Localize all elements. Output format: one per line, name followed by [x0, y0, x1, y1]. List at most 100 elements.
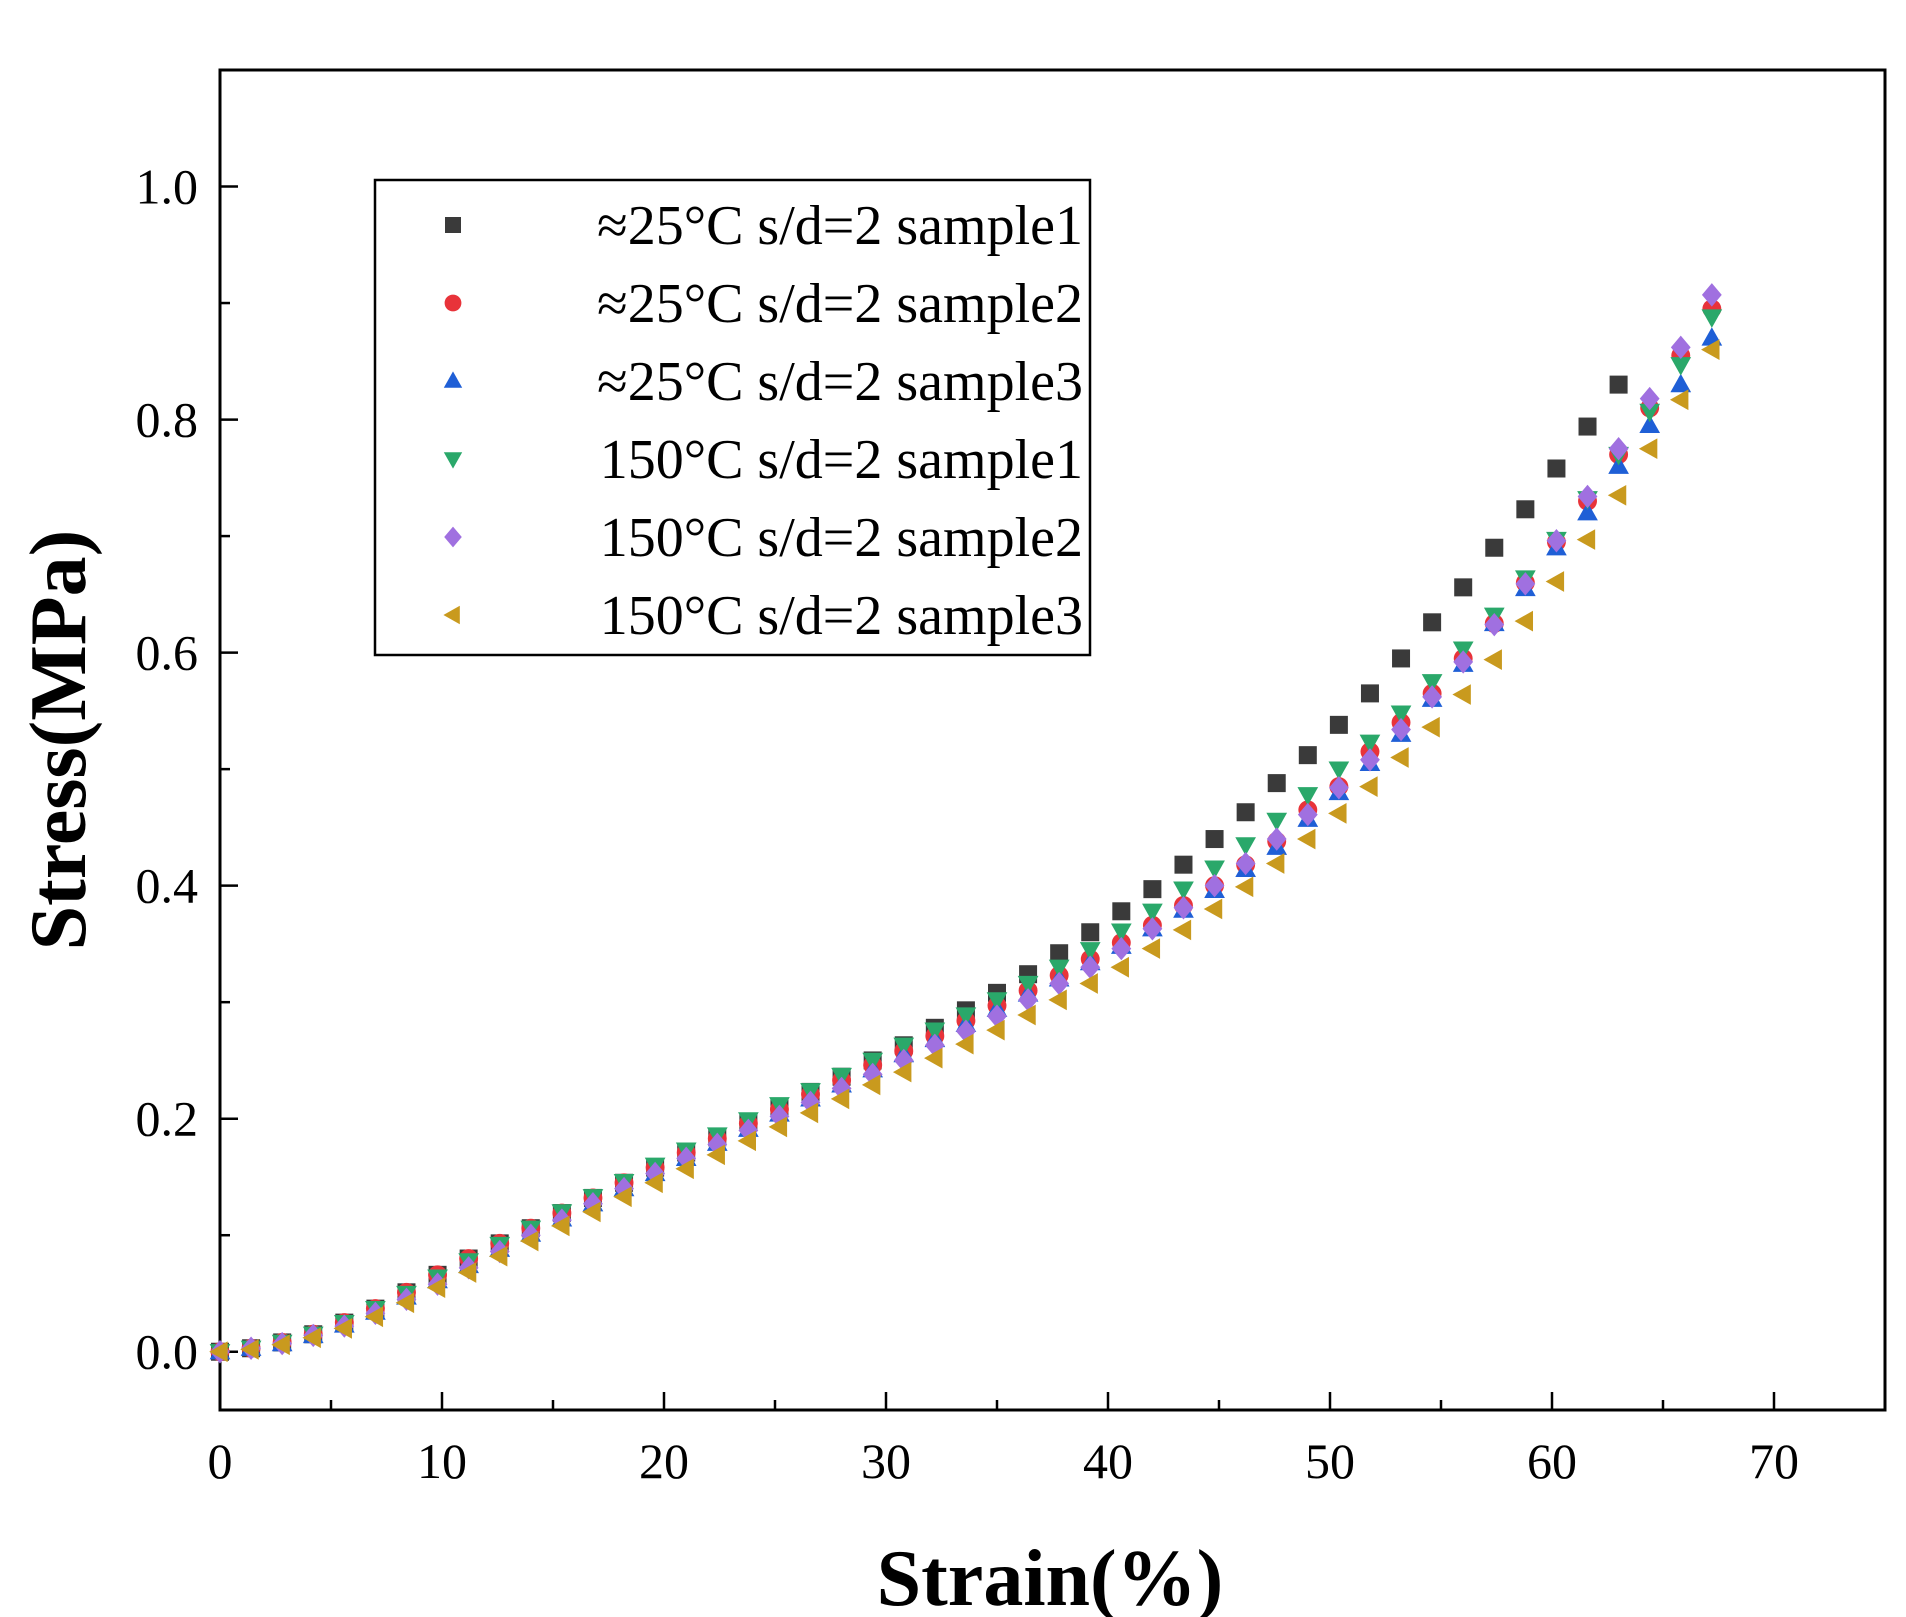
- data-point: [1172, 919, 1192, 941]
- data-point: [1235, 851, 1256, 876]
- data-point: [1141, 938, 1161, 959]
- data-point: [1143, 880, 1162, 899]
- data-point: [644, 1172, 663, 1194]
- data-point: [1204, 860, 1225, 879]
- data-point: [924, 1022, 946, 1041]
- y-tick-label: 0.0: [136, 1324, 199, 1380]
- data-point: [799, 1102, 819, 1124]
- data-point: [1670, 357, 1692, 376]
- data-point: [1111, 936, 1132, 961]
- legend-label: 150°C s/d=2 sample1: [600, 429, 1083, 491]
- data-point: [1173, 881, 1194, 900]
- y-tick-label: 0.2: [136, 1091, 199, 1147]
- data-point: [1392, 649, 1411, 668]
- data-point: [1112, 902, 1131, 921]
- y-tick-label: 0.8: [136, 392, 199, 448]
- data-point: [1390, 705, 1412, 724]
- data-point: [457, 1262, 477, 1283]
- data-point: [1454, 578, 1473, 597]
- data-point: [1670, 335, 1691, 360]
- data-point: [520, 1230, 539, 1252]
- x-axis-title: Strain(%): [877, 1535, 1224, 1617]
- axis-ticks: 0 10 20 30 40 50 60 70 0.0 0.2 0.4 0.6 0.8 1.0: [136, 159, 1800, 1489]
- data-point: [986, 992, 1008, 1011]
- data-point: [1328, 776, 1349, 800]
- data-point: [1297, 787, 1319, 806]
- data-point: [1547, 459, 1566, 478]
- data-point: [675, 1158, 694, 1180]
- data-point: [1577, 484, 1598, 509]
- legend-marker: [444, 526, 462, 548]
- data-point: [1173, 896, 1194, 920]
- data-point: [861, 1074, 881, 1096]
- data-point: [302, 1327, 321, 1349]
- data-point: [1049, 971, 1070, 996]
- data-series: [209, 283, 1723, 1364]
- data-point: [614, 1176, 634, 1201]
- data-point: [1204, 873, 1225, 898]
- data-point: [1328, 803, 1347, 824]
- data-point: [924, 1047, 943, 1069]
- data-point: [1485, 538, 1504, 557]
- data-point: [1484, 612, 1505, 637]
- data-point: [862, 1062, 883, 1087]
- x-tick-label: 10: [417, 1433, 467, 1489]
- data-point: [1423, 613, 1442, 632]
- data-point: [1297, 802, 1318, 827]
- series-6: [209, 339, 1720, 1363]
- data-point: [582, 1201, 601, 1223]
- data-point: [800, 1090, 821, 1115]
- data-point: [1328, 761, 1350, 780]
- data-point: [488, 1245, 508, 1267]
- data-point: [1359, 734, 1381, 754]
- data-point: [955, 1007, 977, 1026]
- data-point: [1234, 876, 1254, 898]
- data-point: [1701, 339, 1720, 361]
- data-point: [1421, 716, 1440, 738]
- data-point: [1670, 373, 1692, 393]
- legend-marker: [444, 294, 462, 312]
- data-point: [1236, 803, 1255, 822]
- y-tick-label: 1.0: [136, 159, 199, 215]
- x-tick-label: 70: [1749, 1433, 1799, 1489]
- data-point: [240, 1339, 259, 1360]
- data-point: [333, 1318, 352, 1339]
- data-point: [1515, 572, 1536, 596]
- data-point: [706, 1144, 725, 1166]
- data-point: [1265, 853, 1285, 874]
- data-point: [1390, 747, 1409, 768]
- data-point: [1110, 923, 1132, 942]
- data-point: [1110, 956, 1129, 978]
- x-tick-label: 30: [861, 1433, 911, 1489]
- data-point: [987, 1004, 1007, 1028]
- legend-label: 150°C s/d=2 sample3: [600, 585, 1083, 647]
- data-point: [1329, 715, 1348, 734]
- data-point: [1639, 403, 1661, 423]
- legend-label: ≈25°C s/d=2 sample3: [597, 351, 1083, 413]
- data-point: [583, 1192, 603, 1216]
- data-point: [1576, 529, 1596, 550]
- x-tick-label: 50: [1305, 1433, 1355, 1489]
- data-point: [1701, 309, 1723, 328]
- data-point: [893, 1037, 915, 1057]
- data-point: [1174, 855, 1193, 874]
- data-point: [956, 1019, 976, 1044]
- data-point: [1079, 973, 1098, 994]
- data-point: [1452, 684, 1471, 705]
- data-point: [1266, 827, 1287, 851]
- data-point: [1546, 529, 1567, 553]
- data-point: [1080, 955, 1101, 979]
- data-point: [1608, 436, 1629, 461]
- data-point: [395, 1292, 415, 1314]
- data-point: [1017, 975, 1039, 995]
- data-point: [1203, 898, 1223, 920]
- data-point: [955, 1033, 974, 1055]
- data-point: [426, 1277, 446, 1299]
- data-point: [768, 1116, 788, 1138]
- data-point: [613, 1186, 632, 1208]
- data-point: [1235, 837, 1256, 856]
- data-point: [1267, 774, 1286, 793]
- plot-frame: [218, 68, 1887, 1412]
- data-point: [1577, 501, 1598, 521]
